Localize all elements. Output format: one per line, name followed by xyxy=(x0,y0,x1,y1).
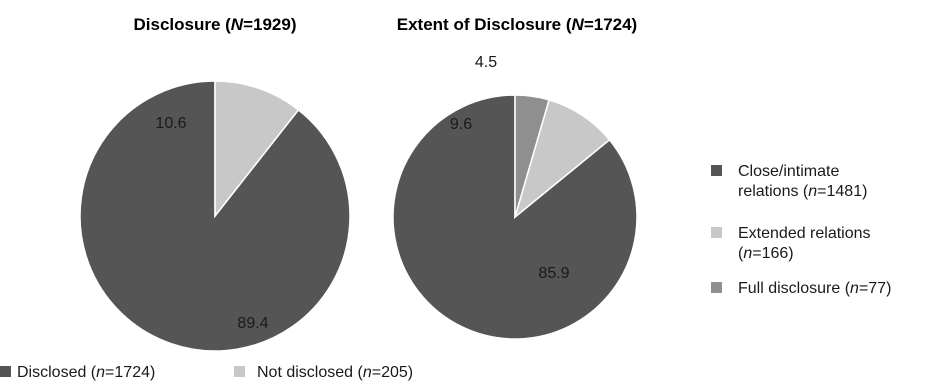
pie-chart-disclosure xyxy=(79,80,351,352)
legend-swatch-not-disclosed xyxy=(234,366,245,377)
legend-item-full-disclosure: Full disclosure (n=77) xyxy=(711,280,891,297)
legend-label-not-disclosed: Not disclosed (n=205) xyxy=(257,364,413,381)
legend-swatch-extended-relations xyxy=(711,227,722,238)
pie-slice-full-disclosure xyxy=(514,94,550,218)
slice-label-not-disclosed: 10.6 xyxy=(155,115,186,132)
legend-label-disclosed: Disclosed (n=1724) xyxy=(17,364,155,381)
chart-2-title: Extent of Disclosure (N=1724) xyxy=(397,15,637,34)
legend-label-extended-relations-line2: (n=166) xyxy=(738,245,794,262)
slice-label-close-intimate: 85.9 xyxy=(538,265,569,282)
legend-label-close-intimate-line2: relations (n=1481) xyxy=(738,183,867,200)
legend-item-extended-relations: Extended relations (n=166) xyxy=(711,225,871,262)
chart-1-title: Disclosure (N=1929) xyxy=(133,15,296,34)
legend-label-full-disclosure: Full disclosure (n=77) xyxy=(738,280,891,297)
slice-label-full-disclosure: 4.5 xyxy=(475,54,497,71)
legend-swatch-full-disclosure xyxy=(711,282,722,293)
pie-slice-not-disclosed xyxy=(214,80,300,219)
legend-label-extended-relations-line1: Extended relations xyxy=(738,225,871,242)
legend-chart-1: Disclosed (n=1724) Not disclosed (n=205) xyxy=(0,364,413,381)
legend-item-not-disclosed: Not disclosed (n=205) xyxy=(234,364,413,381)
slice-label-disclosed: 89.4 xyxy=(237,315,268,332)
legend-label-close-intimate-line1: Close/intimate xyxy=(738,163,839,180)
slice-label-extended-relations: 9.6 xyxy=(450,116,472,133)
pie-chart-extent-of-disclosure xyxy=(392,94,638,340)
legend-item-disclosed: Disclosed (n=1724) xyxy=(0,364,155,381)
legend-item-close-intimate: Close/intimate relations (n=1481) xyxy=(711,163,867,200)
legend-swatch-close-intimate xyxy=(711,165,722,176)
legend-swatch-disclosed xyxy=(0,366,11,377)
legend-chart-2: Close/intimate relations (n=1481) Extend… xyxy=(711,163,891,297)
